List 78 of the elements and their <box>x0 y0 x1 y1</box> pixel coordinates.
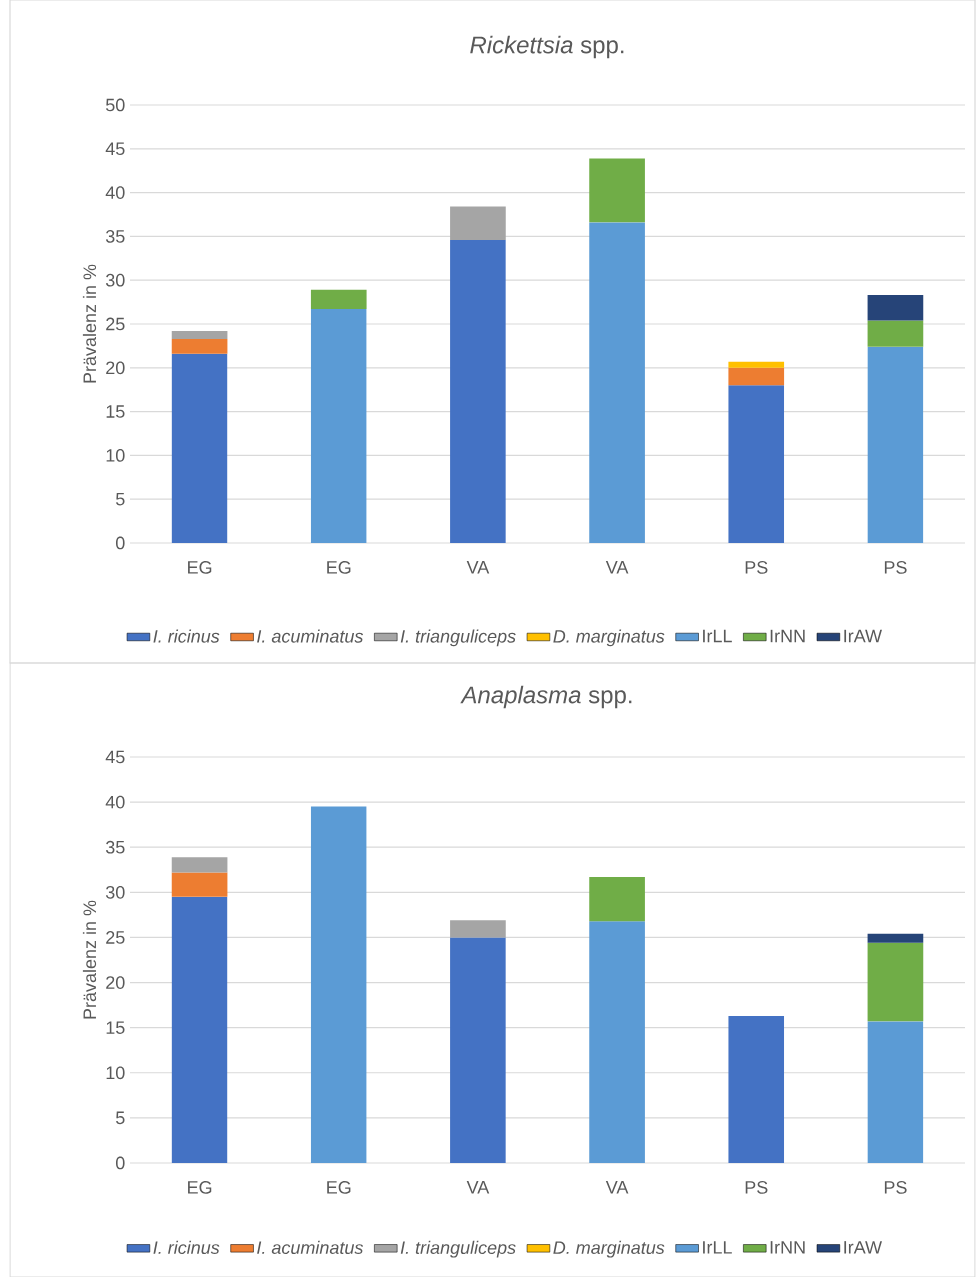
bar <box>728 1015 785 1163</box>
y-tick-label: 40 <box>105 186 125 199</box>
legend-label: I. trianguliceps <box>400 629 516 647</box>
x-tick-label: PS <box>884 1181 907 1194</box>
bar <box>867 1021 924 1163</box>
bar <box>310 806 367 1163</box>
y-tick-label: 5 <box>115 1111 125 1125</box>
bar <box>310 289 367 310</box>
legend-label: D. marginatus <box>553 629 665 647</box>
bar <box>310 309 367 543</box>
bar <box>728 385 785 543</box>
bar <box>867 346 924 543</box>
legend-label: I. ricinus <box>153 1240 220 1255</box>
bar <box>450 239 506 543</box>
y-tick-label: 35 <box>105 230 125 243</box>
x-tick-label: EG <box>327 1181 351 1194</box>
x-tick-label: EG <box>188 1181 212 1194</box>
legend-label: I. acuminatus <box>257 629 364 643</box>
legend-label: D. marginatus <box>553 1240 665 1258</box>
y-tick-label: 20 <box>106 976 125 989</box>
bar <box>450 206 506 240</box>
x-tick-label: PS <box>745 561 768 574</box>
bar <box>589 158 645 223</box>
y-tick-label: 15 <box>106 1021 125 1034</box>
x-tick-label: EG <box>327 561 351 574</box>
bar <box>171 338 228 354</box>
y-tick-label: 15 <box>106 405 125 418</box>
bar <box>867 295 924 321</box>
y-tick-label: 20 <box>106 361 125 375</box>
y-axis-title: Prävalenz in % <box>82 900 97 1019</box>
x-tick-label: PS <box>745 1181 768 1194</box>
legend-label: IrAW <box>844 629 882 643</box>
y-tick-label: 25 <box>106 317 125 331</box>
x-tick-label: EG <box>188 561 212 574</box>
bar <box>589 921 645 1163</box>
x-tick-label: PS <box>884 561 907 574</box>
y-tick-label: 30 <box>105 885 125 899</box>
y-tick-label: 35 <box>105 840 125 854</box>
bar <box>171 896 228 1163</box>
y-tick-label: 50 <box>105 98 125 112</box>
y-tick-label: 45 <box>105 750 125 764</box>
bar <box>589 222 645 543</box>
y-tick-label: 0 <box>115 536 125 550</box>
x-tick-label: VA <box>466 1181 490 1194</box>
y-tick-label: 25 <box>106 931 125 944</box>
y-tick-label: 30 <box>105 273 125 287</box>
legend-label: IrNN <box>770 1241 805 1254</box>
y-tick-label: 40 <box>105 795 125 809</box>
y-tick-label: 45 <box>105 142 125 156</box>
legend-label: IrLL <box>703 629 732 643</box>
x-tick-label: VA <box>466 561 490 574</box>
bar <box>171 353 228 543</box>
bar <box>171 331 228 339</box>
legend-label: IrAW <box>844 1241 882 1254</box>
legend-label: IrLL <box>703 1241 732 1254</box>
bar <box>728 367 785 386</box>
legend-label: I. ricinus <box>153 629 220 643</box>
x-tick-label: VA <box>605 1181 629 1194</box>
bar <box>867 933 924 943</box>
legend-label: I. trianguliceps <box>400 1240 516 1258</box>
bar <box>589 876 645 922</box>
y-axis-title: Prävalenz in % <box>82 264 97 383</box>
bar <box>450 920 506 938</box>
y-tick-label: 0 <box>115 1156 125 1170</box>
legend-label: I. acuminatus <box>257 1240 364 1255</box>
bar <box>867 942 924 1022</box>
legend-label: IrNN <box>770 629 805 643</box>
bar <box>171 872 228 897</box>
bar <box>867 320 924 347</box>
x-tick-label: VA <box>605 561 629 574</box>
bar <box>171 857 228 873</box>
y-tick-label: 10 <box>106 1066 125 1080</box>
y-tick-label: 5 <box>115 492 125 506</box>
bar <box>728 361 785 368</box>
bar <box>450 937 506 1163</box>
chart-title: Anaplasma spp. <box>460 685 632 709</box>
chart-title: Rickettsia spp. <box>470 35 624 59</box>
y-tick-label: 10 <box>106 449 125 462</box>
